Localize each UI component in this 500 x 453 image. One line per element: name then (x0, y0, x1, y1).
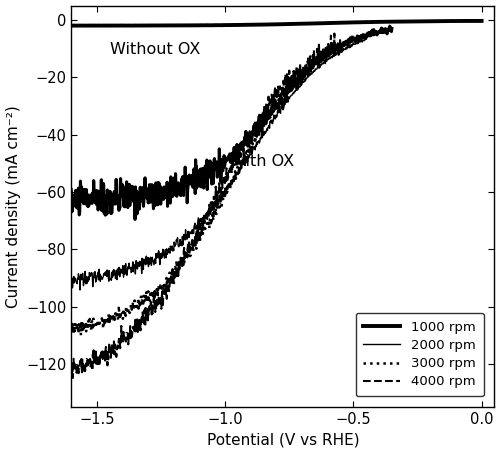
Legend: 1000 rpm, 2000 rpm, 3000 rpm, 4000 rpm: 1000 rpm, 2000 rpm, 3000 rpm, 4000 rpm (356, 313, 484, 396)
X-axis label: Potential (V vs RHE): Potential (V vs RHE) (206, 433, 359, 448)
Text: With OX: With OX (230, 154, 294, 169)
Y-axis label: Current density (mA cm⁻²): Current density (mA cm⁻²) (6, 105, 20, 308)
Text: Without OX: Without OX (110, 42, 200, 58)
